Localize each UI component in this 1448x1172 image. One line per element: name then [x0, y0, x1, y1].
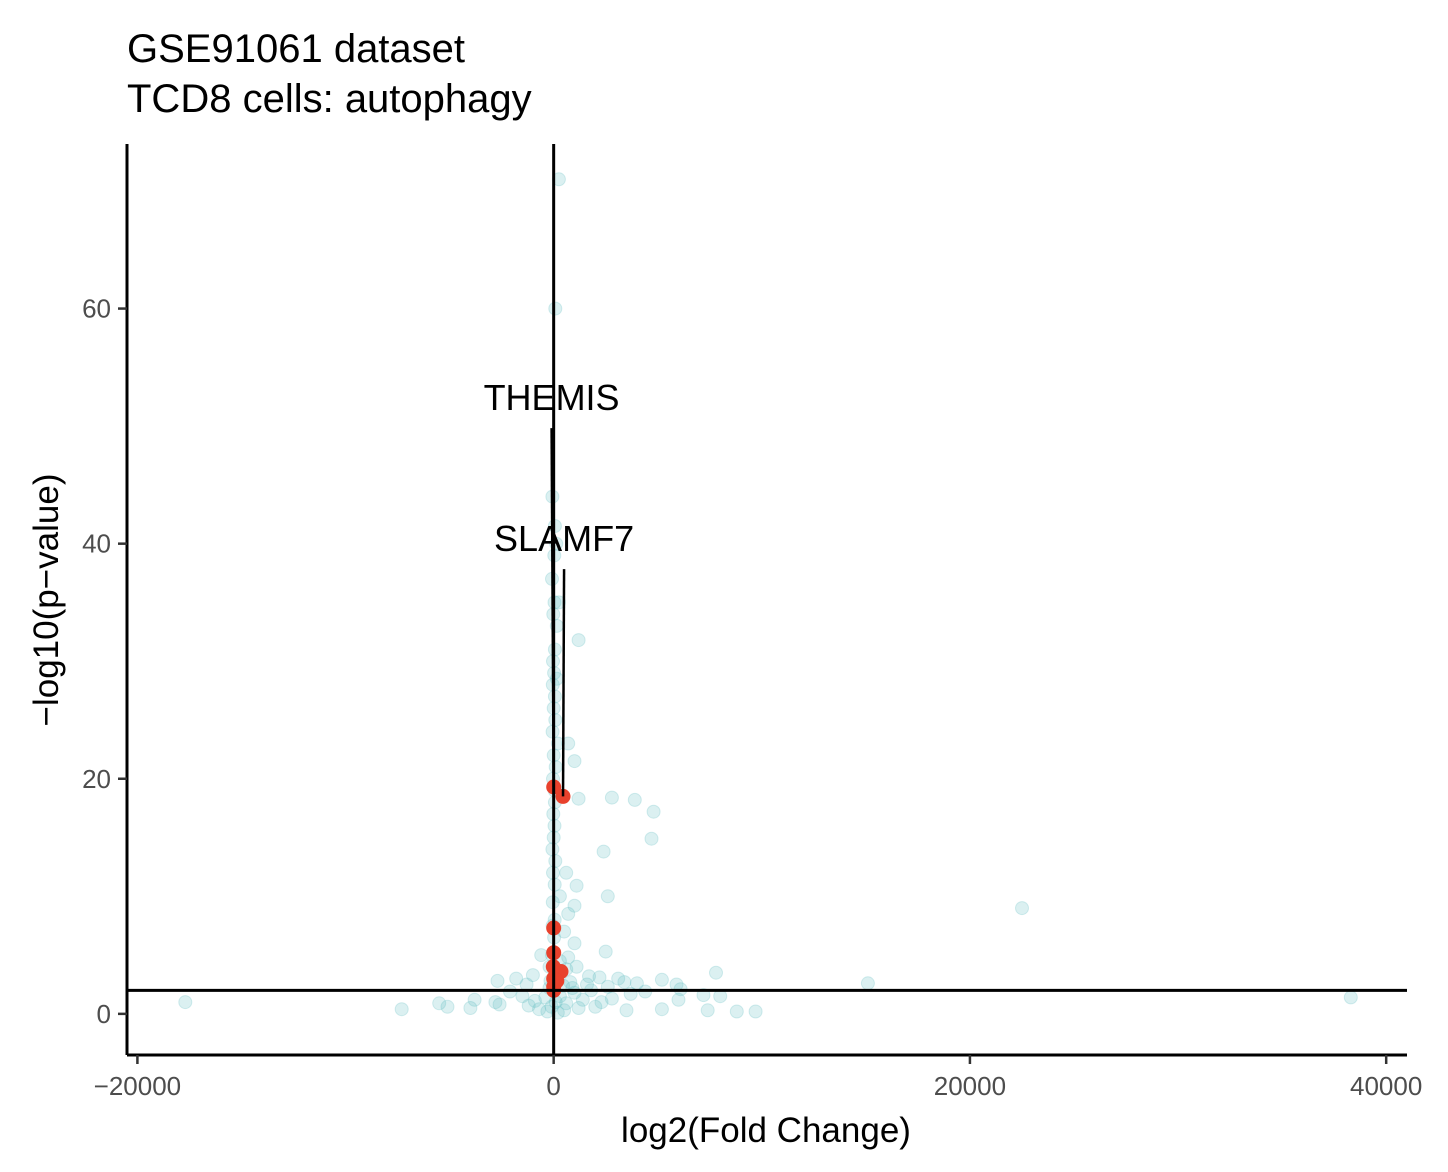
data-point: [611, 971, 626, 986]
x-tick-label: 40000: [1350, 1071, 1422, 1101]
data-point: [571, 1001, 586, 1015]
chart-title-line-1: GSE91061 dataset: [127, 27, 465, 71]
data-point: [567, 898, 582, 913]
data-point: [696, 988, 711, 1003]
annotation-leader-line: [550, 428, 555, 787]
data-point: [567, 936, 582, 951]
data-point: [532, 1002, 547, 1017]
data-point: [654, 1002, 669, 1017]
data-point: [598, 944, 613, 959]
data-point: [561, 906, 576, 921]
data-point: [567, 985, 582, 1000]
axes: −20000 0 20000 40000 0 20 40 60: [82, 144, 1422, 1101]
data-point: [548, 301, 563, 316]
data-point: [548, 760, 563, 774]
data-point: [600, 889, 615, 904]
y-tick-label: 60: [82, 294, 111, 324]
data-point: [575, 992, 590, 1007]
data-point: [592, 970, 607, 985]
data-point: [567, 754, 582, 769]
points-layer: [178, 172, 1358, 1020]
data-point: [488, 995, 503, 1010]
data-point: [860, 976, 875, 991]
data-point: [748, 1004, 763, 1019]
data-point: [604, 790, 619, 805]
data-point: [463, 1001, 478, 1015]
y-tick-label: 0: [97, 999, 111, 1029]
data-point: [604, 991, 619, 1006]
annotation-leader-line: [561, 569, 566, 797]
data-point: [582, 969, 596, 984]
data-point: [594, 995, 609, 1010]
data-point: [492, 997, 507, 1012]
data-point: [521, 998, 536, 1013]
data-point: [619, 1003, 634, 1018]
data-point: [654, 972, 669, 987]
y-axis-title: −log10(p−value): [27, 474, 66, 727]
data-point: [1343, 990, 1358, 1005]
data-point: [548, 854, 563, 868]
x-axis-title: log2(Fold Change): [621, 1111, 911, 1150]
data-point: [527, 993, 542, 1008]
data-point: [561, 736, 576, 751]
data-point: [571, 791, 586, 806]
data-point: [671, 992, 686, 1007]
chart-title-line-2: TCD8 cells: autophagy: [127, 77, 532, 121]
data-point: [559, 996, 574, 1011]
data-point: [559, 865, 574, 880]
gene-annotations: THEMIS SLAMF7: [484, 377, 634, 797]
data-point: [646, 804, 661, 819]
data-point: [440, 999, 455, 1014]
data-point: [178, 995, 193, 1010]
data-point: [561, 950, 576, 965]
data-point: [596, 844, 611, 859]
data-point: [709, 965, 723, 980]
x-tick-label: −20000: [94, 1071, 181, 1101]
reference-lines: [127, 144, 1407, 1055]
x-tick-label: 0: [546, 1071, 560, 1101]
data-point: [644, 831, 659, 846]
data-point: [617, 975, 632, 990]
data-point: [557, 1003, 572, 1018]
data-point: [569, 959, 584, 974]
data-point: [490, 973, 505, 988]
data-point: [627, 792, 642, 807]
gene-label-slamf7: SLAMF7: [494, 518, 634, 559]
data-point: [571, 633, 586, 648]
data-point: [432, 996, 447, 1011]
data-point: [729, 1004, 744, 1019]
y-tick-label: 40: [82, 529, 111, 559]
y-tick-label: 20: [82, 764, 111, 794]
x-tick-label: 20000: [934, 1071, 1006, 1101]
data-point: [588, 999, 603, 1014]
data-point: [467, 992, 482, 1007]
data-point: [569, 878, 584, 893]
highlight-point: [555, 788, 571, 804]
gene-label-themis: THEMIS: [484, 377, 620, 418]
data-point: [509, 971, 524, 986]
data-point: [534, 948, 549, 963]
data-point: [700, 1003, 715, 1018]
data-point: [548, 713, 563, 727]
data-point: [394, 1002, 409, 1017]
data-point: [1015, 901, 1029, 916]
data-point: [525, 968, 540, 983]
